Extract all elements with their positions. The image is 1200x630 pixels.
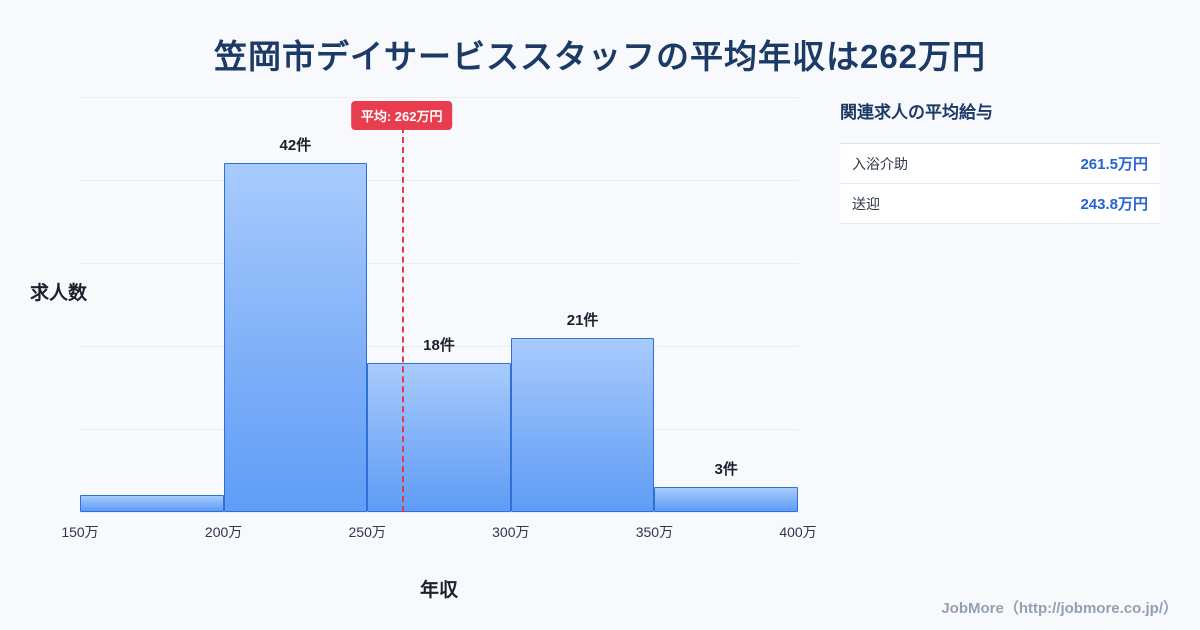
mean-annotation-badge: 平均: 262万円 <box>350 101 453 130</box>
table-row: 送迎 243.8万円 <box>840 184 1160 224</box>
gridline <box>80 180 798 181</box>
job-label: 送迎 <box>852 195 880 212</box>
histogram-bar <box>510 337 655 512</box>
gridline <box>80 97 798 98</box>
bar-count-label: 18件 <box>423 336 455 354</box>
x-tick-label: 400万 <box>779 524 817 540</box>
gridline <box>80 512 798 513</box>
table-row: 入浴介助 261.5万円 <box>840 144 1160 184</box>
bar-count-label: 3件 <box>714 461 738 479</box>
histogram-bar <box>654 487 798 512</box>
mean-line <box>401 127 404 512</box>
job-label: 入浴介助 <box>852 155 908 172</box>
x-tick-label: 350万 <box>635 524 674 540</box>
x-tick-label: 150万 <box>61 524 99 540</box>
bar-count-label: 21件 <box>566 311 599 329</box>
page-title: 笠岡市デイサービススタッフの平均年収は262万円 <box>213 38 987 75</box>
histogram-bar <box>223 163 368 512</box>
bar-count-label: 42件 <box>279 137 312 155</box>
gridline <box>80 263 798 264</box>
x-axis-label: 年収 <box>419 580 458 601</box>
related-jobs-table: 入浴介助 261.5万円 送迎 243.8万円 <box>840 143 1160 224</box>
gridline <box>80 346 798 347</box>
job-salary-value: 261.5万円 <box>1080 156 1148 173</box>
histogram-bar <box>367 362 511 512</box>
histogram-bar <box>80 495 224 512</box>
x-tick-label: 250万 <box>348 524 386 540</box>
x-tick-label: 200万 <box>204 524 243 540</box>
related-jobs-title: 関連求人の平均給与 <box>840 103 993 122</box>
site-credit: JobMore（http://jobmore.co.jp/） <box>941 600 1178 617</box>
related-jobs-panel: 関連求人の平均給与 入浴介助 261.5万円 送迎 243.8万円 <box>840 98 1160 224</box>
y-axis-label: 求人数 <box>30 283 88 304</box>
x-tick-label: 300万 <box>492 524 530 540</box>
plot-area: 平均: 262万円 42件 18件 21件 3件 150万 200万 250万 300万 350… <box>61 97 817 540</box>
job-salary-value: 243.8万円 <box>1080 196 1148 213</box>
